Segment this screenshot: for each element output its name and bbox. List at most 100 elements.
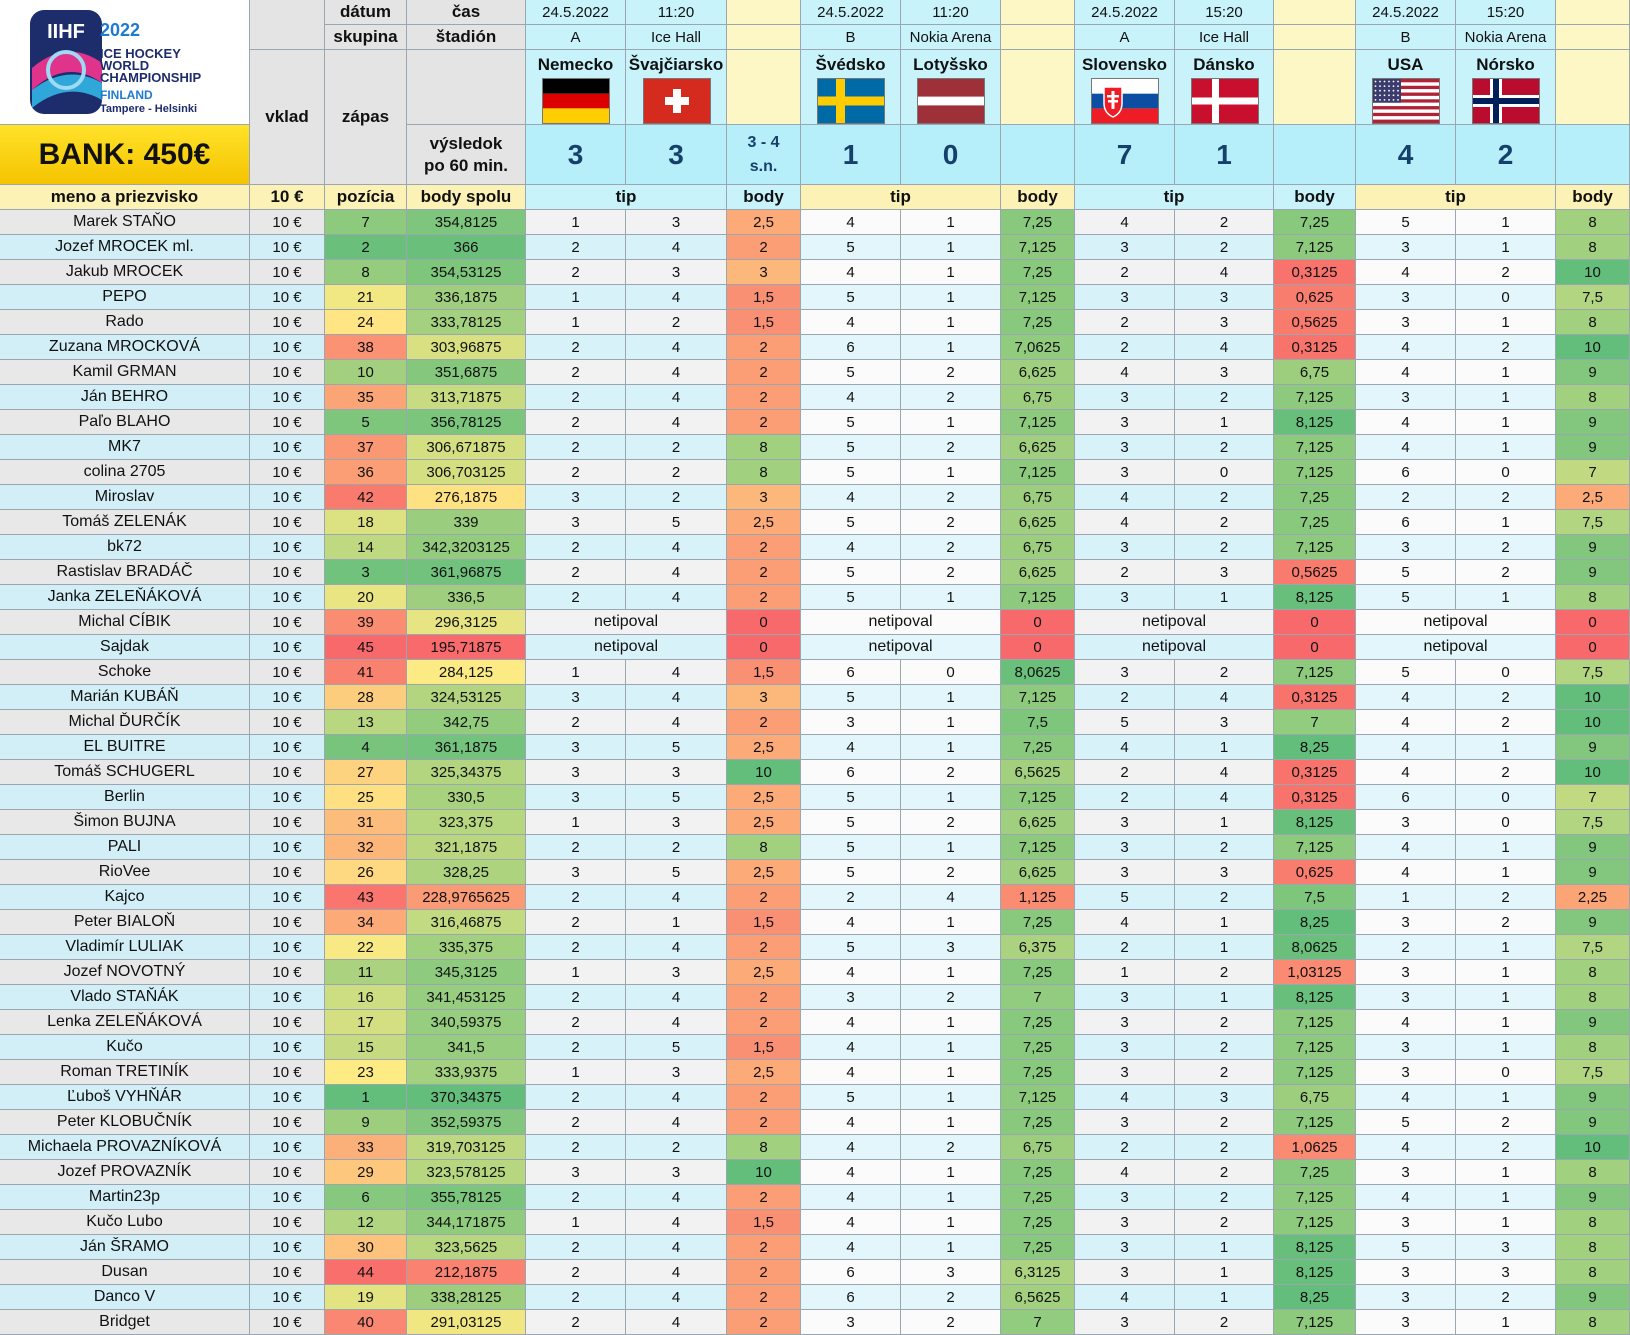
tip-points: 0 (727, 610, 801, 635)
denmark-flag-icon (1190, 78, 1259, 124)
tip-points: 9 (1556, 1185, 1630, 1210)
team-name: Lotyšsko (913, 55, 988, 74)
tip-home: 5 (801, 235, 901, 260)
tip-points: 7,25 (1001, 910, 1075, 935)
tip-points: 9 (1556, 1010, 1630, 1035)
player-fee: 10 € (250, 585, 325, 610)
tip-points: 3 (727, 485, 801, 510)
tip-points: 2 (727, 985, 801, 1010)
tip-points: 7,25 (1001, 210, 1075, 235)
player-name: Tomáš ZELENÁK (0, 510, 250, 535)
tip-away: 1 (901, 1185, 1001, 1210)
tip-points: 0,3125 (1274, 785, 1356, 810)
tip-points: 7,125 (1274, 385, 1356, 410)
tip-away: 3 (626, 960, 727, 985)
tip-away: 0 (1456, 660, 1556, 685)
tip-away: 1 (901, 910, 1001, 935)
tip-points: 8,125 (1274, 1260, 1356, 1285)
match-2-blank3 (1274, 50, 1356, 125)
vysledok-line2: po 60 min. (423, 155, 509, 175)
tip-away: 1 (1175, 1285, 1274, 1310)
tip-away: 1 (1175, 1235, 1274, 1260)
player-total: 323,5625 (407, 1235, 526, 1260)
player-position: 41 (325, 660, 407, 685)
tip-home: 5 (801, 935, 901, 960)
tip-points: 6,75 (1001, 535, 1075, 560)
tip-points: 8,125 (1274, 1235, 1356, 1260)
tip-home: 5 (801, 1085, 901, 1110)
tip-away: 2 (1175, 1060, 1274, 1085)
tip-away: 2 (901, 1285, 1001, 1310)
player-total: 370,34375 (407, 1085, 526, 1110)
tip-away: 1 (1175, 410, 1274, 435)
tip-points: 7,125 (1274, 1210, 1356, 1235)
player-position: 32 (325, 835, 407, 860)
player-position: 11 (325, 960, 407, 985)
tip-points: 7,125 (1274, 535, 1356, 560)
tip-points: 7,25 (1001, 1010, 1075, 1035)
match-1-venue: Nokia Arena (901, 25, 1001, 50)
tip-points: 1,5 (727, 1035, 801, 1060)
tip-away: 5 (626, 860, 727, 885)
match-3-score-home: 4 (1356, 125, 1456, 185)
player-position: 27 (325, 760, 407, 785)
player-name: Jozef NOVOTNÝ (0, 960, 250, 985)
match-2-blank2 (1274, 25, 1356, 50)
player-name: Kučo Lubo (0, 1210, 250, 1235)
match-3-venue: Nokia Arena (1456, 25, 1556, 50)
tip-points: 2 (727, 1085, 801, 1110)
tip-away: 4 (1175, 260, 1274, 285)
tip-points: 2,5 (727, 810, 801, 835)
header-stadion: štadión (407, 25, 526, 50)
tip-points: 7,5 (1001, 710, 1075, 735)
tip-away: 2 (1175, 1110, 1274, 1135)
player-fee: 10 € (250, 510, 325, 535)
tip-home: 5 (801, 810, 901, 835)
player-total: 339 (407, 510, 526, 535)
tip-away: 1 (1175, 810, 1274, 835)
player-total: 341,453125 (407, 985, 526, 1010)
tip-home: 2 (526, 1260, 626, 1285)
tip-away: 2 (1175, 660, 1274, 685)
slovakia-flag-icon (1091, 78, 1159, 124)
player-fee: 10 € (250, 235, 325, 260)
header-vklad: vklad (250, 50, 325, 185)
player-position: 22 (325, 935, 407, 960)
tip-away: 1 (1456, 385, 1556, 410)
usa-flag-icon (1372, 78, 1440, 124)
player-position: 38 (325, 335, 407, 360)
norway-flag-icon (1472, 78, 1540, 124)
tip-away: 2 (1175, 1310, 1274, 1335)
match-1-away: Lotyšsko (901, 50, 1001, 125)
tip-away: 1 (1456, 735, 1556, 760)
tip-points: 9 (1556, 1285, 1630, 1310)
tip-points: 7,125 (1001, 685, 1075, 710)
tip-home: 4 (801, 210, 901, 235)
tip-away: 4 (626, 685, 727, 710)
tip-home: 3 (1075, 535, 1175, 560)
tip-away: 4 (626, 1285, 727, 1310)
match-0-extra: 3 - 4 s.n. (727, 125, 801, 185)
tip-points: 7,25 (1001, 1210, 1075, 1235)
tip-away: 1 (901, 1085, 1001, 1110)
tip-points: 8 (727, 435, 801, 460)
tip-points: 7,5 (1556, 1060, 1630, 1085)
tip-home: 2 (1075, 785, 1175, 810)
tip-points: 6,625 (1001, 810, 1075, 835)
tip-points: 9 (1556, 860, 1630, 885)
logo-title: ICE HOCKEY WORLD CHAMPIONSHIP (100, 46, 202, 85)
tip-points: 2 (727, 1185, 801, 1210)
player-position: 2 (325, 235, 407, 260)
tip-points: 2 (727, 585, 801, 610)
tip-away: 2 (1456, 260, 1556, 285)
match-3-body-header: body (1556, 185, 1630, 210)
tip-home: 3 (1356, 1060, 1456, 1085)
tip-points: 7,125 (1001, 410, 1075, 435)
tip-points: 2 (727, 385, 801, 410)
match-0-date: 24.5.2022 (526, 0, 626, 25)
tip-points: 8 (1556, 385, 1630, 410)
tip-away: 0 (1456, 460, 1556, 485)
match-1-group: B (801, 25, 901, 50)
tip-points: 7,25 (1274, 210, 1356, 235)
tip-away: 1 (1456, 510, 1556, 535)
